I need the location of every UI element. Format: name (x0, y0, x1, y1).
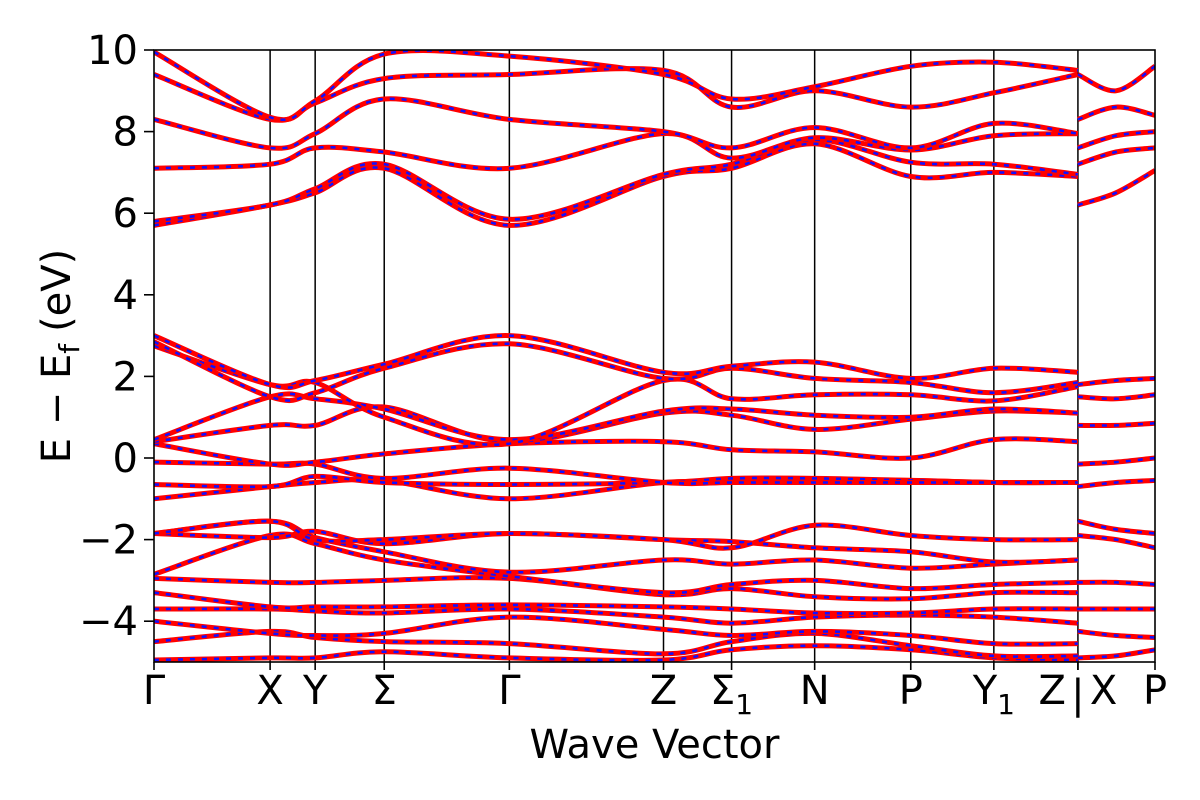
band-30-solid (1077, 518, 1155, 536)
band-20-solid (154, 137, 1079, 224)
band-19-dashed (154, 142, 1078, 227)
y-tick-label-6: 8 (113, 110, 138, 156)
y-axis-label: E − Ef (eV) (34, 249, 86, 464)
band-40-solid (1076, 64, 1155, 94)
x-tick-label-7: N (800, 668, 830, 714)
x-tick-label-3: Σ (372, 668, 397, 714)
y-axis-label-unit: (eV) (34, 249, 80, 332)
band-22-dashed (154, 97, 1079, 150)
band-12-dashed (154, 460, 1078, 485)
band-4-dashed (154, 591, 1078, 615)
plot-frame (153, 49, 1156, 663)
band-0-dashed (154, 644, 1078, 662)
band-32-dashed (1077, 456, 1155, 466)
band-36-dashed (1077, 169, 1155, 207)
band-25-dashed (1077, 648, 1155, 660)
band-30-dashed (1077, 519, 1155, 535)
band-1-dashed (154, 630, 1078, 658)
x-tick-label-6: Σ1 (710, 668, 753, 721)
y-axis-label-main: E − E (34, 354, 80, 464)
y-tick-label-7: 10 (87, 28, 138, 74)
x-axis-label: Wave Vector (530, 722, 781, 768)
y-tick-label-3: 2 (113, 354, 138, 400)
band-38-dashed (1077, 130, 1155, 150)
band-8-dashed (154, 530, 1078, 564)
band-35-dashed (1077, 377, 1155, 386)
band-2-dashed (154, 615, 1078, 646)
band-21-solid (154, 131, 1078, 172)
x-axis-ticks: Γ X Y Σ Γ Z Σ1 N P Y1 Z X P| (143, 662, 1167, 721)
band-29-dashed (1077, 534, 1155, 550)
x-tick-label-11: X (1090, 668, 1117, 714)
band-18-dashed (154, 334, 1078, 389)
bands (154, 50, 1155, 662)
x-tick-label-12: P (1143, 668, 1167, 714)
band-38-solid (1077, 129, 1155, 151)
band-31-dashed (1077, 479, 1155, 488)
band-39-dashed (1077, 105, 1155, 121)
band-24-dashed (154, 50, 1079, 121)
band-34-dashed (1077, 393, 1155, 401)
x-tick-label-9: Y1 (972, 668, 1015, 721)
x-tick-label-0: Γ (143, 668, 166, 714)
y-tick-label-4: 4 (113, 273, 138, 319)
y-axis-label-sub: f (53, 343, 86, 354)
band-37-dashed (1077, 146, 1155, 166)
band-17-dashed (154, 340, 1079, 402)
x-tick-label-5: Z (650, 668, 677, 714)
x-tick-label-2: Y (302, 668, 328, 714)
band-5-dashed (154, 576, 1078, 601)
y-tick-label-0: −4 (79, 599, 138, 645)
band-20-dashed (154, 138, 1079, 223)
band-9-dashed (154, 519, 1078, 550)
band-6-dashed (154, 532, 1078, 595)
y-tick-label-1: −2 (79, 518, 138, 564)
band-24-solid (154, 50, 1079, 123)
x-tick-label-4: Γ (498, 668, 521, 714)
y-tick-label-2: 0 (113, 436, 138, 482)
y-axis-ticks: −4 −2 0 2 4 6 8 10 (79, 28, 154, 645)
band-23-solid (154, 66, 1079, 123)
band-29-solid (1077, 533, 1155, 551)
x-tick-label-1: X (256, 668, 283, 714)
x-tick-label-8: P (899, 668, 923, 714)
band-13-dashed (154, 437, 1078, 467)
band-7-dashed (154, 519, 1078, 574)
band-14-solid (154, 404, 1078, 445)
band-39-solid (1077, 104, 1155, 122)
path-break-mark: | (1071, 672, 1084, 718)
band-28-dashed (1077, 581, 1155, 586)
band-33-dashed (1077, 422, 1155, 427)
x-tick-label-10: Z (1039, 668, 1066, 714)
band-37-solid (1077, 145, 1155, 167)
band-3-dashed (154, 607, 1078, 625)
y-tick-label-5: 6 (113, 191, 138, 237)
band-23-dashed (154, 67, 1079, 122)
band-26-dashed (1077, 630, 1155, 639)
band-36-solid (1077, 168, 1155, 208)
